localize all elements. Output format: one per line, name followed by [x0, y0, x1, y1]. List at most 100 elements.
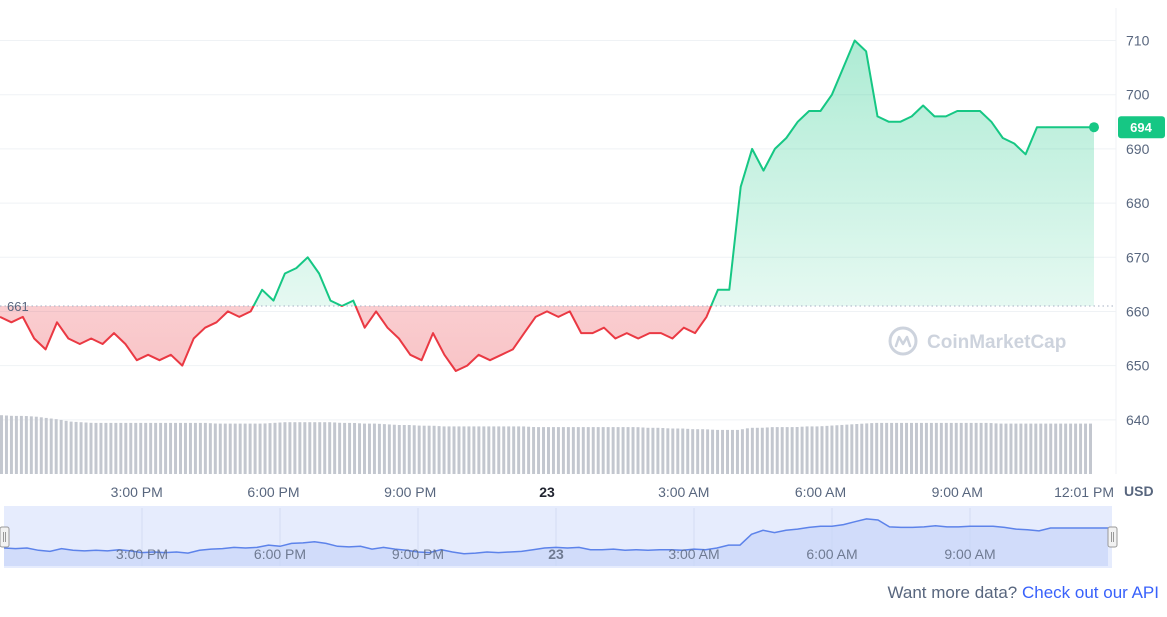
volume-bar [228, 423, 232, 474]
volume-bar [805, 426, 809, 474]
coinmarketcap-logo-icon [888, 326, 918, 356]
volume-bar [298, 422, 302, 474]
volume-bar [914, 422, 918, 474]
price-area-down [0, 306, 712, 371]
volume-bar [293, 422, 297, 474]
y-tick-label: 710 [1126, 33, 1150, 49]
volume-bar [865, 423, 869, 474]
volume-bar [601, 427, 605, 474]
volume-bar [785, 427, 789, 474]
volume-bar [661, 428, 665, 474]
x-tick-label: 6:00 PM [247, 484, 299, 500]
volume-bar [139, 422, 143, 474]
volume-bar [492, 426, 496, 474]
y-tick-label: 700 [1126, 87, 1150, 103]
price-line [0, 39, 1094, 372]
volume-bar [964, 422, 968, 474]
volume-bar [417, 425, 421, 474]
volume-bar [820, 426, 824, 474]
volume-bar [885, 422, 889, 474]
volume-bar [760, 427, 764, 474]
volume-bar [542, 427, 545, 474]
volume-bar [44, 417, 48, 474]
volume-bar [626, 427, 630, 474]
volume-bar [994, 423, 998, 474]
volume-bar [815, 426, 819, 474]
volume-bar [233, 423, 237, 474]
volume-bar [422, 425, 426, 474]
volume-bar [646, 427, 650, 474]
volume-bar [979, 422, 983, 474]
volume-bar [353, 422, 357, 474]
api-link[interactable]: Check out our API [1021, 583, 1159, 602]
volume-bar [328, 422, 332, 474]
volume-bar [427, 425, 431, 474]
volume-bar [29, 416, 33, 474]
y-tick-label: 680 [1126, 195, 1150, 211]
volume-bar [691, 429, 695, 474]
reference-label: 661 [7, 299, 29, 314]
navigator-label: 3:00 AM [668, 546, 719, 562]
navigator[interactable]: 3:00 PM 6:00 PM 9:00 PM 23 3:00 AM 6:00 AM 9:0… [0, 506, 1118, 568]
navigator-label: 6:00 AM [806, 546, 857, 562]
volume-bar [1059, 423, 1063, 474]
volume-bar [566, 427, 570, 474]
y-tick-label: 670 [1126, 249, 1150, 265]
current-price-badge [1118, 116, 1165, 139]
volume-bar [631, 427, 635, 474]
volume-bar [164, 422, 168, 474]
volume-bar [581, 427, 585, 474]
volume-bar [1049, 423, 1053, 474]
volume-bar [775, 427, 779, 474]
volume-bar [49, 418, 53, 474]
navigator-label: 23 [548, 546, 564, 562]
volume-bar [79, 422, 83, 474]
volume-bar [860, 423, 864, 474]
volume-bar [835, 425, 839, 474]
volume-bar [288, 422, 292, 474]
volume-bar [745, 428, 749, 474]
volume-bar [263, 423, 267, 474]
volume-bar [1039, 423, 1043, 474]
volume-bar [611, 427, 615, 474]
volume-bar [984, 422, 988, 474]
volume-bar [447, 426, 451, 474]
volume-bar [323, 422, 327, 474]
volume-bar [845, 424, 849, 474]
volume-bar [974, 422, 978, 474]
x-tick-label: 3:00 AM [658, 484, 709, 500]
volume-bar [537, 427, 541, 474]
volume-bar [198, 422, 202, 474]
volume-bar [99, 422, 103, 474]
volume-bar [556, 427, 560, 474]
navigator-left-handle[interactable] [0, 526, 10, 548]
volume-bar [810, 426, 814, 474]
volume-bar [104, 422, 108, 474]
volume-bar [855, 424, 859, 474]
volume-bar [676, 428, 680, 474]
volume-bar [183, 422, 187, 474]
volume-bar [706, 429, 710, 474]
volume-bar [954, 422, 958, 474]
volume-bar [890, 422, 894, 474]
volume-bar [1034, 423, 1038, 474]
y-tick-label: 650 [1126, 358, 1150, 374]
watermark-text: CoinMarketCap [927, 332, 1066, 353]
volume-bar [64, 420, 68, 474]
navigator-right-handle[interactable] [1107, 526, 1118, 548]
volume-bar [84, 422, 88, 474]
volume-bar [487, 426, 491, 474]
volume-bar [576, 427, 580, 474]
volume-bar [218, 423, 222, 474]
volume-bar [636, 427, 640, 474]
volume-bar [24, 416, 28, 474]
volume-bar [268, 423, 272, 474]
volume-bar [367, 423, 371, 474]
volume-bar [457, 426, 461, 474]
volume-bar [870, 423, 874, 474]
volume-bar [308, 422, 312, 474]
volume-bar [1064, 423, 1068, 474]
volume-bar [1054, 423, 1058, 474]
volume-bar [591, 427, 595, 474]
